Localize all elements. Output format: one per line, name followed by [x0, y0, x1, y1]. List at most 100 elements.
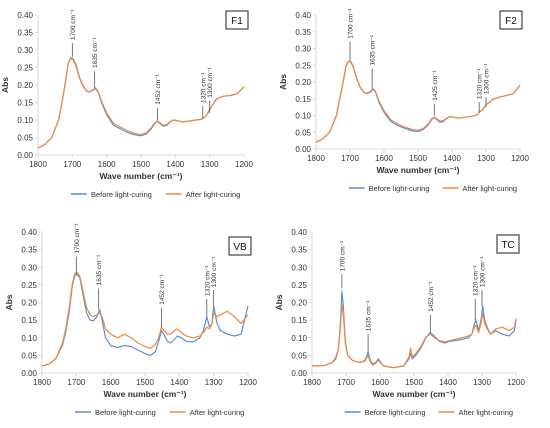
- peak-label: 1700 cm⁻¹: [339, 240, 346, 271]
- y-tick-label: 0.00: [17, 151, 33, 160]
- series-line-before: [312, 290, 517, 369]
- peak-label: 1700 cm⁻¹: [74, 222, 81, 253]
- panel-label-box: [228, 236, 252, 256]
- y-tick-label: 0.20: [295, 78, 311, 87]
- y-tick-label: 0.10: [17, 116, 33, 125]
- x-tick-label: 1300: [205, 378, 223, 387]
- peak-label: 1700 cm⁻¹: [348, 7, 355, 38]
- chart-panel-f1: 0.00 0.05 0.10 0.15 0.20 0.25 0.30 0.35 0.40 1800…: [0, 9, 253, 199]
- peak-label: 1320 cm⁻¹: [473, 265, 480, 296]
- x-tick-label: 1600: [102, 378, 120, 387]
- y-tick-label: 0.20: [291, 299, 307, 308]
- x-axis-title: Wave number (cm⁻¹): [376, 165, 459, 175]
- x-tick-label: 1700: [341, 154, 359, 163]
- legend-label: After light-curing: [190, 408, 245, 417]
- x-tick-label: 1300: [477, 154, 495, 163]
- x-tick-label: 1800: [33, 378, 51, 387]
- y-tick-label: 0.05: [17, 134, 33, 143]
- x-tick-label: 1400: [439, 378, 457, 387]
- series-line-after: [315, 60, 521, 143]
- panel-label: F2: [505, 16, 517, 27]
- y-tick-label: 0.25: [17, 64, 33, 73]
- series-line-after: [37, 57, 245, 149]
- y-tick-label: 0.00: [291, 369, 307, 378]
- x-tick-label: 1300: [473, 378, 491, 387]
- y-axis-title: Abs: [278, 74, 288, 90]
- y-axis-title: Abs: [274, 294, 284, 310]
- peak-label: 1635 cm⁻¹: [92, 37, 99, 68]
- y-tick-label: 0.40: [21, 228, 37, 237]
- x-tick-label: 1600: [371, 378, 389, 387]
- y-tick-label: 0.10: [295, 112, 311, 121]
- x-tick-label: 1500: [136, 378, 154, 387]
- x-tick-label: 1600: [98, 160, 116, 169]
- peak-label: 1700 cm⁻¹: [70, 9, 77, 40]
- y-tick-label: 0.15: [17, 99, 33, 108]
- peak-label: 1452 cm⁻¹: [428, 280, 435, 311]
- y-tick-label: 0.35: [21, 246, 37, 255]
- peak-label: 1300 cm⁻¹: [207, 66, 214, 97]
- y-tick-label: 0.00: [21, 369, 37, 378]
- y-tick-label: 0.15: [291, 316, 307, 325]
- peak-label: 1300 cm⁻¹: [211, 256, 218, 287]
- y-tick-label: 0.20: [21, 299, 37, 308]
- x-tick-label: 1700: [67, 378, 85, 387]
- peak-label: 1320 cm⁻¹: [200, 72, 207, 103]
- x-tick-label: 1700: [63, 160, 81, 169]
- y-tick-label: 0.10: [291, 334, 307, 343]
- peak-label: 1635 cm⁻¹: [370, 34, 377, 65]
- x-tick-label: 1200: [235, 160, 253, 169]
- chart-panel-vb: 0.00 0.05 0.10 0.15 0.20 0.25 0.30 0.35 0.40 1800…: [4, 222, 257, 417]
- x-tick-label: 1500: [405, 378, 423, 387]
- y-tick-label: 0.05: [295, 128, 311, 137]
- y-tick-label: 0.25: [21, 281, 37, 290]
- y-tick-label: 0.20: [17, 81, 33, 90]
- legend-label: After light-curing: [462, 184, 517, 193]
- y-tick-label: 0.30: [291, 263, 307, 272]
- legend-label: Before light-curing: [365, 408, 426, 417]
- peak-label: 1635 cm⁻¹: [96, 254, 103, 285]
- y-tick-label: 0.15: [21, 316, 37, 325]
- x-tick-label: 1600: [375, 154, 393, 163]
- peak-label: 1452 cm⁻¹: [155, 73, 162, 104]
- y-tick-label: 0.35: [295, 28, 311, 37]
- legend-label: After light-curing: [458, 408, 513, 417]
- legend-label: Before light-curing: [91, 190, 152, 199]
- y-tick-label: 0.25: [291, 281, 307, 290]
- y-tick-label: 0.35: [17, 29, 33, 38]
- x-tick-label: 1800: [303, 378, 321, 387]
- y-tick-label: 0.35: [291, 246, 307, 255]
- x-axis-title: Wave number (cm⁻¹): [99, 171, 182, 181]
- y-tick-label: 0.40: [295, 11, 311, 20]
- x-tick-label: 1700: [337, 378, 355, 387]
- x-tick-label: 1400: [166, 160, 184, 169]
- y-tick-label: 0.10: [21, 334, 37, 343]
- y-tick-label: 0.30: [21, 263, 37, 272]
- panel-label-box: [225, 10, 249, 30]
- peak-label: 1320 cm⁻¹: [477, 68, 484, 99]
- x-tick-label: 1500: [132, 160, 150, 169]
- panel-label-box: [496, 234, 520, 254]
- peak-label: 1635 cm⁻¹: [366, 300, 373, 331]
- panel-label: TC: [501, 240, 514, 251]
- x-tick-label: 1800: [29, 160, 47, 169]
- peak-label: 1320 cm⁻¹: [204, 265, 211, 296]
- x-tick-label: 1200: [239, 378, 257, 387]
- legend-label: Before light-curing: [95, 408, 156, 417]
- y-tick-label: 0.15: [295, 95, 311, 104]
- y-tick-label: 0.30: [295, 45, 311, 54]
- series-line-after: [312, 303, 517, 369]
- x-axis-title: Wave number (cm⁻¹): [103, 389, 186, 399]
- chart-panel-f2: 0.00 0.05 0.10 0.15 0.20 0.25 0.30 0.35 0.40 1800…: [278, 7, 529, 193]
- peak-label: 1300 cm⁻¹: [484, 63, 491, 94]
- y-tick-label: 0.00: [295, 145, 311, 154]
- peak-label: 1452 cm⁻¹: [159, 273, 166, 304]
- x-tick-label: 1400: [443, 154, 461, 163]
- x-tick-label: 1400: [170, 378, 188, 387]
- x-tick-label: 1200: [507, 378, 525, 387]
- x-tick-label: 1500: [409, 154, 427, 163]
- panel-label-box: [499, 10, 523, 30]
- x-axis-title: Wave number (cm⁻¹): [372, 389, 455, 399]
- legend-label: After light-curing: [186, 190, 241, 199]
